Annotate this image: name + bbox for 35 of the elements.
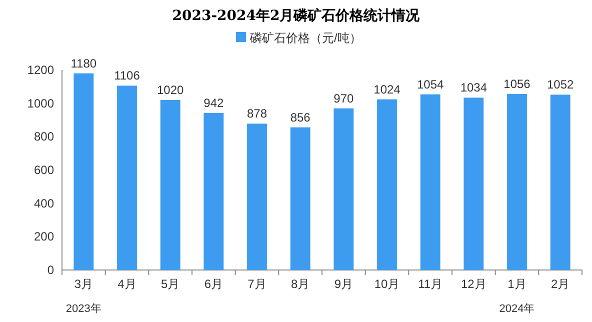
text: 2024年	[499, 303, 535, 315]
data-label: 1054	[416, 77, 444, 92]
x-tick-label: 8月	[290, 277, 310, 291]
data-label: 878	[246, 106, 268, 121]
data-label: 1056	[504, 77, 531, 91]
x-tick-label: 4月	[118, 277, 136, 291]
data-label: 1106	[114, 68, 140, 83]
data-label: 1034	[460, 80, 488, 95]
x-tick-label: 5月	[160, 277, 180, 291]
data-label: 1180	[70, 56, 97, 70]
y-tick-label: 1000	[27, 96, 54, 110]
y-tick-label: 600	[34, 163, 54, 177]
data-label: 942	[204, 96, 224, 110]
data-label: 1052	[546, 78, 574, 92]
x-tick-label: 2月	[550, 277, 570, 291]
x-tick-label: 10月	[374, 277, 400, 291]
x-tick-label: 6月	[204, 277, 224, 291]
x-tick-label: 7月	[248, 277, 266, 291]
y-tick-label: 800	[34, 130, 54, 144]
x-tick-label: 1月	[508, 277, 526, 291]
x-tick-label: 9月	[334, 277, 354, 291]
y-tick-label: 200	[34, 230, 54, 244]
text: 2023年	[66, 303, 102, 315]
data-label: 1024	[374, 82, 401, 96]
y-tick-label: 1200	[27, 63, 54, 77]
data-label: 1020	[156, 83, 184, 97]
data-label: 970	[334, 91, 354, 106]
x-tick-label: 11月	[418, 277, 443, 291]
y-tick-label: 0	[47, 263, 54, 277]
x-tick-label: 12月	[460, 277, 486, 291]
chart-title: 2023-2024年2月磷矿石价格统计情况	[172, 7, 421, 24]
y-tick-label: 400	[34, 196, 54, 210]
legend-label: 磷矿石价格（元/吨）	[249, 31, 362, 45]
x-tick-label: 3月	[74, 277, 94, 291]
data-label: 856	[290, 110, 311, 124]
